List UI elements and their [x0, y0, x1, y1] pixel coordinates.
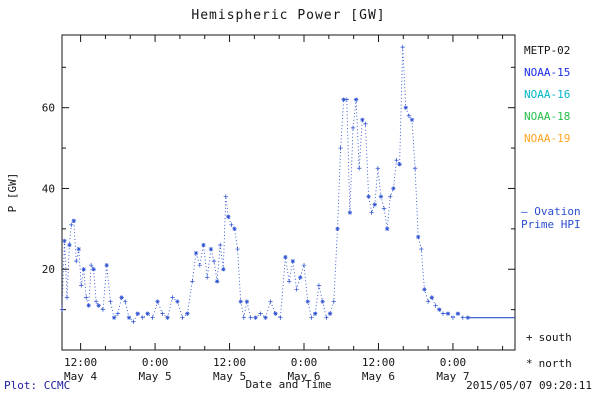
- ovation-legend: — Ovation Prime HPI: [521, 205, 581, 231]
- y-tick-label: 60: [42, 102, 55, 115]
- legend-item-metp02: METP-02: [524, 44, 571, 57]
- x-tick-time-label: 0:00: [440, 356, 467, 369]
- plus-marker-icon: +: [526, 331, 533, 344]
- x-tick-date-label: May 5: [213, 370, 246, 383]
- hpi-dotted-line: [61, 47, 468, 323]
- x-tick-time-label: 0:00: [142, 356, 169, 369]
- legend-item-noaa16: NOAA-16: [524, 88, 571, 101]
- x-tick-date-label: May 5: [139, 370, 172, 383]
- x-axis-label: Date and Time: [245, 378, 332, 391]
- x-tick-date-label: May 4: [64, 370, 97, 383]
- axis-frame: [61, 34, 516, 351]
- marker-legend-north-label: north: [538, 357, 572, 370]
- plot-timestamp: 2015/05/07 09:20:11: [466, 379, 592, 392]
- data-point-markers: [59, 44, 471, 324]
- y-tick-label: 20: [42, 263, 55, 276]
- x-tick-time-label: 12:00: [362, 356, 395, 369]
- satellite-legend: METP-02 NOAA-15 NOAA-16 NOAA-18 NOAA-19: [524, 40, 570, 150]
- axis-ticks: [62, 35, 515, 350]
- marker-legend-south: + south: [526, 331, 572, 344]
- y-tick-label: 40: [42, 182, 55, 195]
- x-tick-time-label: 12:00: [213, 356, 246, 369]
- ovation-legend-line1: — Ovation: [521, 205, 581, 218]
- legend-item-noaa18: NOAA-18: [524, 110, 571, 123]
- marker-legend-south-label: south: [538, 331, 572, 344]
- x-tick-date-label: May 7: [436, 370, 469, 383]
- plot-credit: Plot: CCMC: [4, 379, 71, 392]
- legend-item-noaa19: NOAA-19: [524, 132, 571, 145]
- asterisk-marker-icon: *: [526, 357, 533, 370]
- x-tick-date-label: May 6: [287, 370, 320, 383]
- x-tick-date-label: May 6: [362, 370, 395, 383]
- chart-title: Hemispheric Power [GW]: [191, 8, 386, 23]
- ovation-legend-line2: Prime HPI: [521, 218, 581, 231]
- x-tick-time-label: 0:00: [291, 356, 318, 369]
- marker-legend-north: * north: [526, 357, 572, 370]
- x-tick-time-label: 12:00: [64, 356, 97, 369]
- y-axis-label: P [GW]: [6, 173, 19, 213]
- legend-item-noaa15: NOAA-15: [524, 66, 571, 79]
